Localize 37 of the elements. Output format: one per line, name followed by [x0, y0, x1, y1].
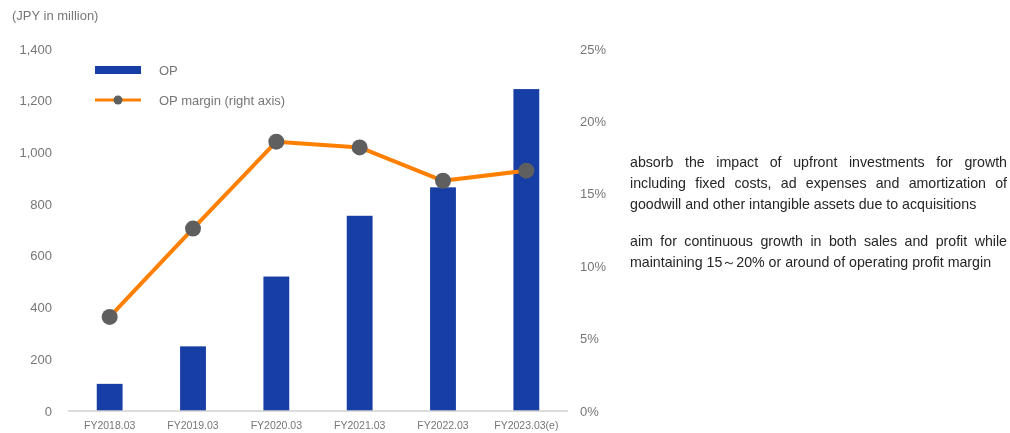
x-tick-label: FY2022.03	[417, 419, 469, 431]
point	[351, 139, 368, 156]
y-tick-label: 600	[30, 248, 52, 264]
bar	[430, 187, 456, 411]
point	[185, 220, 201, 237]
bar	[513, 89, 540, 411]
y-tick-label: 200	[30, 351, 52, 367]
point	[518, 162, 535, 179]
y2-tick-label: 20%	[580, 113, 607, 129]
bar	[346, 215, 373, 411]
legend-label: OP margin (right axis)	[159, 93, 286, 108]
y-tick-label: 400	[30, 300, 52, 316]
text: absorb the impact of upfront investments for growth including fixed costs, ad expenses and amortization of goodwill and other intangible assets due to acquisitions	[630, 153, 1007, 214]
y-tick-label: 0	[44, 403, 52, 419]
point	[268, 133, 285, 150]
y-tick-label: 800	[30, 196, 52, 212]
point	[435, 172, 451, 189]
y-tick-label: 1,400	[19, 41, 52, 57]
bar	[180, 346, 206, 411]
legend-label: OP	[159, 63, 178, 78]
x-tick-label: FY2023.03(e)	[494, 419, 559, 431]
x-tick-label: FY2021.03	[333, 419, 386, 431]
y2-tick-label: 5%	[580, 331, 600, 347]
x-tick-label: FY2020.03	[250, 419, 303, 431]
bar	[263, 276, 290, 411]
point	[101, 308, 118, 325]
y-tick-label: 1,200	[19, 93, 52, 109]
y2-tick-label: 10%	[580, 258, 607, 274]
y-tick-label: 1,000	[19, 144, 52, 160]
y-axis-title: (JPY in million)	[12, 8, 99, 23]
x-tick-label: FY2019.03	[167, 419, 219, 431]
x-tick-label: FY2018.03	[83, 419, 136, 431]
text: aim for continuous growth in both sales and profit while maintaining 15～20% or around of operating profit margin	[630, 232, 1007, 272]
y2-tick-label: 0%	[580, 403, 600, 419]
y2-tick-label: 25%	[580, 41, 607, 57]
bar	[96, 383, 123, 411]
y2-tick-label: 15%	[580, 186, 607, 202]
